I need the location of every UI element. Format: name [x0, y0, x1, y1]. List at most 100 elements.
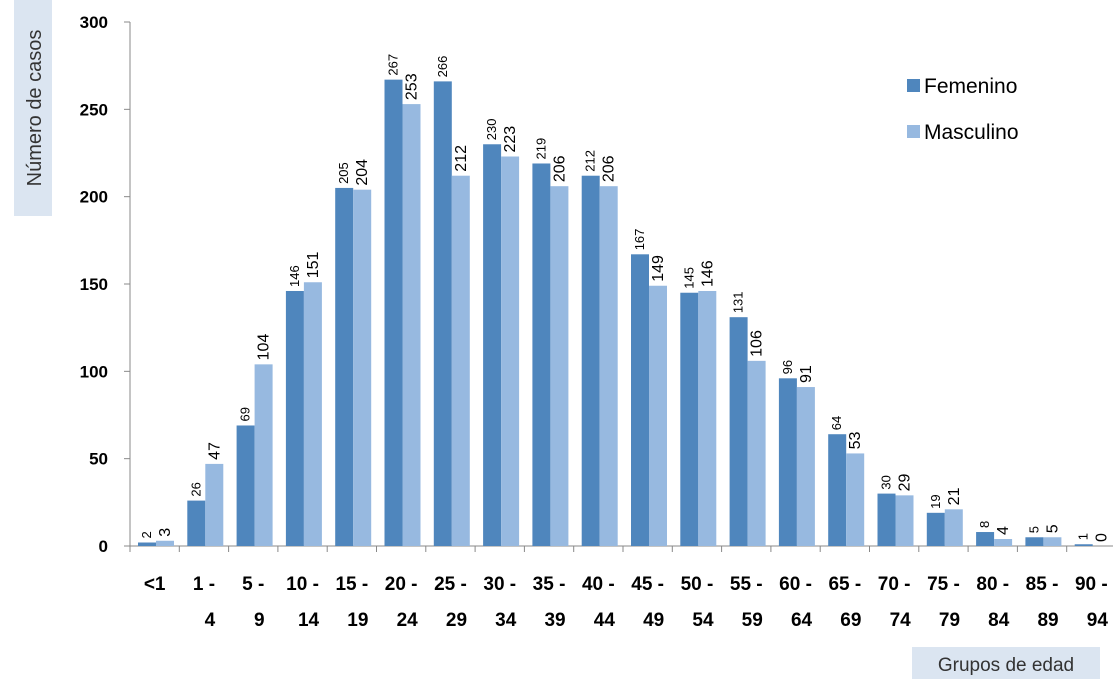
data-label-femenino: 1	[1076, 533, 1091, 540]
x-tick-label: 30 -	[483, 574, 516, 595]
x-tick-label: 80 -	[976, 574, 1009, 595]
bar-masculino	[451, 175, 470, 546]
bar-masculino	[698, 290, 717, 546]
x-tick-label: 25 -	[434, 574, 467, 595]
x-tick-label: 69	[840, 610, 861, 631]
data-label-femenino: 8	[977, 521, 992, 528]
bar-masculino	[550, 186, 569, 547]
data-label-masculino: 106	[749, 330, 766, 357]
y-tick-label: 200	[80, 188, 108, 207]
x-tick-label: 79	[939, 610, 960, 631]
bar-femenino	[828, 434, 847, 546]
x-tick-label: 4	[205, 610, 216, 631]
data-label-femenino: 19	[928, 494, 943, 508]
data-label-femenino: 145	[681, 267, 696, 289]
x-tick-label: 5 -	[242, 574, 264, 595]
bar-masculino	[1043, 537, 1062, 546]
bar-femenino	[778, 378, 797, 546]
data-label-femenino: 96	[780, 360, 795, 374]
x-tick-label: 74	[890, 610, 912, 631]
data-label-masculino: 223	[502, 126, 519, 153]
data-label-femenino: 205	[336, 162, 351, 184]
bar-masculino	[402, 104, 421, 547]
bar-femenino	[729, 317, 748, 546]
bar-femenino	[631, 254, 649, 546]
x-tick-label: 75 -	[927, 574, 960, 595]
y-tick-label: 250	[80, 100, 108, 119]
x-tick-label: 19	[347, 610, 368, 631]
bar-masculino	[649, 285, 667, 546]
data-label-masculino: 151	[305, 251, 322, 278]
data-label-femenino: 267	[386, 54, 401, 76]
bar-masculino	[205, 463, 224, 546]
bars	[138, 79, 1093, 547]
data-label-femenino: 5	[1026, 526, 1041, 533]
bar-femenino	[877, 493, 896, 546]
data-label-masculino: 91	[798, 365, 815, 383]
x-tick-label: 34	[495, 610, 517, 631]
x-axis-label-box	[912, 647, 1100, 679]
x-tick-label: <1	[144, 574, 166, 595]
bar-masculino	[599, 186, 618, 547]
x-tick-label: 70 -	[878, 574, 911, 595]
data-label-femenino: 167	[632, 229, 647, 251]
y-axis-label: Número de casos	[24, 30, 46, 187]
data-label-femenino: 69	[238, 407, 253, 421]
bar-masculino	[747, 360, 766, 546]
x-tick-label: 94	[1087, 610, 1109, 631]
x-tick-label: 50 -	[681, 574, 714, 595]
data-label-femenino: 26	[188, 482, 203, 496]
data-label-femenino: 266	[435, 56, 450, 78]
x-tick-label: 49	[643, 610, 664, 631]
x-tick-label: 59	[742, 610, 763, 631]
x-tick-label: 64	[791, 610, 813, 631]
data-label-femenino: 212	[583, 150, 598, 172]
x-tick-label: 89	[1037, 610, 1058, 631]
data-label-masculino: 3	[157, 528, 174, 537]
x-tick-label: 85 -	[1026, 574, 1059, 595]
legend: Femenino Masculino	[907, 75, 1019, 144]
x-tick-label: 44	[594, 610, 616, 631]
x-tick-label: 15 -	[335, 574, 368, 595]
x-tick-label: 29	[446, 610, 467, 631]
bar-masculino	[944, 509, 963, 546]
bar-masculino	[156, 540, 174, 546]
x-tick-label: 60 -	[779, 574, 812, 595]
x-tick-label: 9	[254, 610, 265, 631]
y-tick-label: 150	[80, 275, 108, 294]
data-label-masculino: 21	[946, 487, 963, 505]
bar-femenino	[1025, 537, 1044, 546]
legend-swatch-masculino	[907, 125, 920, 138]
x-tick-label: 45 -	[631, 574, 664, 595]
data-label-masculino: 4	[995, 526, 1012, 535]
data-label-masculino: 212	[453, 145, 470, 172]
data-label-masculino: 29	[897, 473, 914, 491]
x-tick-label: 65 -	[828, 574, 861, 595]
bar-masculino	[994, 539, 1013, 546]
bar-masculino	[254, 364, 273, 546]
x-axis-label: Grupos de edad	[938, 655, 1074, 676]
bar-femenino	[581, 175, 600, 546]
bar-femenino	[187, 500, 206, 546]
data-label-femenino: 30	[879, 475, 894, 489]
bar-masculino	[846, 453, 865, 546]
data-label-femenino: 64	[829, 416, 844, 430]
x-tick-label: 14	[298, 610, 320, 631]
bar-masculino	[501, 156, 520, 546]
bar-femenino	[285, 290, 304, 546]
data-label-masculino: 149	[650, 255, 667, 282]
data-label-femenino: 146	[287, 265, 302, 287]
legend-label-masculino: Masculino	[924, 121, 1019, 144]
x-tick-label: 84	[988, 610, 1010, 631]
legend-swatch-femenino	[907, 79, 920, 92]
data-label-femenino: 131	[731, 291, 746, 313]
x-tick-label: 40 -	[582, 574, 615, 595]
x-tick-label: 35 -	[533, 574, 566, 595]
data-label-masculino: 146	[699, 260, 716, 287]
y-tick-label: 300	[80, 13, 108, 32]
y-tick-label: 0	[99, 537, 108, 556]
x-tick-label: 90 -	[1075, 574, 1108, 595]
data-label-masculino: 206	[601, 155, 618, 182]
